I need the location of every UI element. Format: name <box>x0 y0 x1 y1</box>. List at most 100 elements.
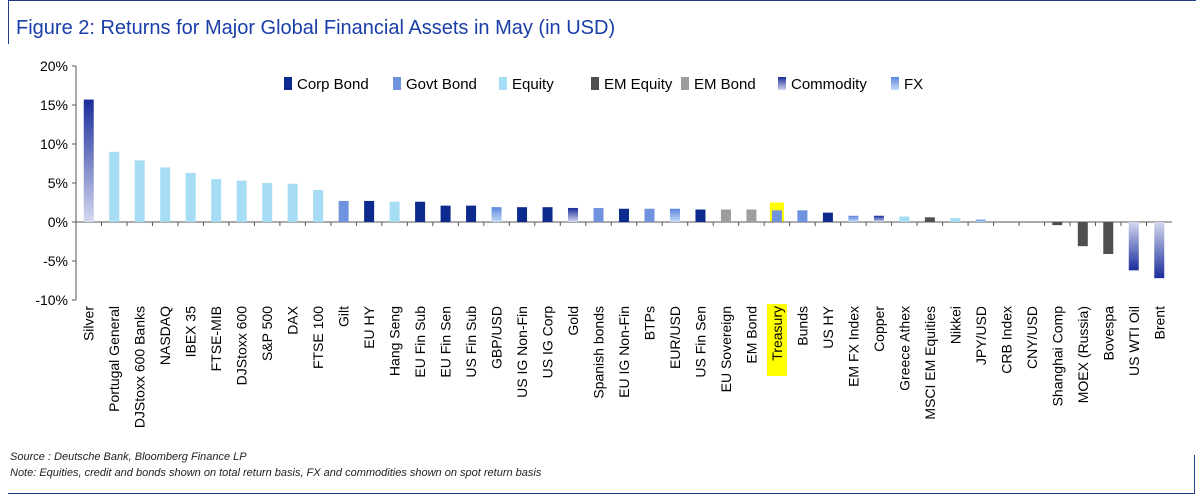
legend-swatch-corp-bond <box>284 77 292 90</box>
bar-gold <box>568 207 579 222</box>
bar-hang-seng <box>389 201 400 222</box>
x-tick-label: BTPs <box>641 306 657 340</box>
x-tick-label: US WTI Oil <box>1126 306 1142 376</box>
bar-djstoxx-600-banks <box>134 160 145 222</box>
x-tick-label: IBEX 35 <box>183 306 199 358</box>
x-tick-label: Gilt <box>336 306 352 327</box>
bar-eu-fin-sen <box>440 205 451 222</box>
bar-silver <box>83 99 94 222</box>
x-tick-label: EUR/USD <box>667 306 683 369</box>
x-tick-label: US Fin Sub <box>463 306 479 378</box>
x-tick-label: NASDAQ <box>157 306 173 365</box>
frame-left-border <box>8 0 9 44</box>
bar-eu-sovereign <box>720 209 731 222</box>
bar-btps <box>644 208 655 222</box>
bar-gbp-usd <box>491 207 502 222</box>
legend-label-fx: FX <box>904 76 923 93</box>
x-tick-label: Spanish bonds <box>591 306 607 399</box>
y-tick-label: -10% <box>35 292 68 308</box>
bar-portugal-general <box>109 151 120 222</box>
bar-eu-hy <box>364 200 375 222</box>
x-tick-label: MSCI EM Equities <box>922 306 938 420</box>
bar-us-ig-non-fin <box>517 207 528 222</box>
x-tick-label: CNY/USD <box>1024 306 1040 369</box>
frame-bottom-border <box>8 493 1194 494</box>
x-tick-label: US IG Corp <box>540 306 556 379</box>
bar-gilt <box>338 200 349 222</box>
figure-title: Figure 2: Returns for Major Global Finan… <box>16 17 616 39</box>
x-tick-label: JPY/USD <box>973 306 989 365</box>
bar-brent <box>1154 222 1165 279</box>
x-tick-label: DJStoxx 600 <box>234 306 250 386</box>
frame-top-border <box>8 0 1196 1</box>
legend-swatch-equity <box>499 77 507 90</box>
bar-us-hy <box>822 212 833 222</box>
y-tick-label: 15% <box>40 97 68 113</box>
legend-swatch-commodity <box>778 77 786 90</box>
bar-s-p-500 <box>262 183 273 222</box>
bar-copper <box>873 215 884 222</box>
frame-right-border <box>1194 455 1195 494</box>
bar-em-fx-index <box>848 215 859 222</box>
x-tick-label: EU IG Non-Fin <box>616 306 632 398</box>
methodology-note: Note: Equities, credit and bonds shown o… <box>10 467 542 479</box>
bar-eu-fin-sub <box>415 201 426 222</box>
x-tick-label: Treasury <box>769 306 785 361</box>
x-tick-label: Gold <box>565 306 581 336</box>
bar-shanghai-comp <box>1052 222 1063 226</box>
x-tick-label: Brent <box>1151 306 1167 340</box>
bar-ftse-100 <box>313 190 324 222</box>
bar-eu-ig-non-fin <box>619 208 629 222</box>
x-tick-label: Bunds <box>794 306 810 346</box>
y-tick-label: 10% <box>40 136 68 152</box>
x-tick-label: US IG Non-Fin <box>514 306 530 398</box>
bar-eur-usd <box>669 208 680 222</box>
x-tick-label: Nikkei <box>947 306 963 344</box>
x-tick-label: EU Sovereign <box>718 306 734 392</box>
y-tick-label: -5% <box>43 253 68 269</box>
bar-greece-athex <box>899 216 910 222</box>
x-tick-label: Copper <box>871 306 887 352</box>
x-tick-label: EM FX Index <box>845 306 861 387</box>
bar-us-fin-sen <box>695 209 706 222</box>
x-tick-label: Shanghai Comp <box>1049 306 1065 407</box>
bar-us-ig-corp <box>542 207 553 222</box>
legend-swatch-fx <box>891 77 899 90</box>
bar-treasury <box>771 210 782 222</box>
x-tick-label: DJStoxx 600 Banks <box>132 306 148 428</box>
bar-us-fin-sub <box>466 205 477 222</box>
x-tick-label: Hang Seng <box>387 306 403 376</box>
x-tick-label: S&P 500 <box>259 306 275 361</box>
legend-label-em-equity: EM Equity <box>604 76 673 93</box>
bar-msci-em-equities <box>924 217 935 222</box>
x-tick-label: GBP/USD <box>489 306 505 369</box>
bar-djstoxx-600 <box>236 180 247 222</box>
highlight-label-treasury <box>766 304 787 376</box>
x-tick-label: EU Fin Sub <box>412 306 428 378</box>
bar-em-bond <box>746 209 757 222</box>
x-tick-label: EU HY <box>361 305 377 348</box>
y-tick-label: 5% <box>48 175 68 191</box>
legend-swatch-em-bond <box>681 77 689 90</box>
legend-swatch-govt-bond <box>393 77 401 90</box>
bar-jpy-usd <box>975 219 986 222</box>
legend-label-commodity: Commodity <box>791 76 867 93</box>
legend-label-govt-bond: Govt Bond <box>406 76 477 93</box>
x-tick-label: US HY <box>820 305 836 348</box>
bar-us-wti-oil <box>1128 222 1139 271</box>
bar-bunds <box>797 210 808 222</box>
x-tick-label: Bovespa <box>1100 306 1116 361</box>
x-tick-label: EM Bond <box>743 306 759 364</box>
legend-label-em-bond: EM Bond <box>694 76 756 93</box>
bar-moex-russia <box>1077 222 1088 247</box>
x-tick-label: CRB Index <box>998 306 1014 374</box>
legend-swatch-em-equity <box>591 77 599 90</box>
x-tick-label: FTSE 100 <box>310 306 326 369</box>
bar-dax <box>287 183 298 222</box>
bar-ftse-mib <box>211 179 222 222</box>
bar-spanish-bonds <box>593 207 604 222</box>
x-tick-label: Silver <box>81 306 97 341</box>
x-tick-label: Portugal General <box>106 306 122 412</box>
x-tick-label: US Fin Sen <box>692 306 708 378</box>
